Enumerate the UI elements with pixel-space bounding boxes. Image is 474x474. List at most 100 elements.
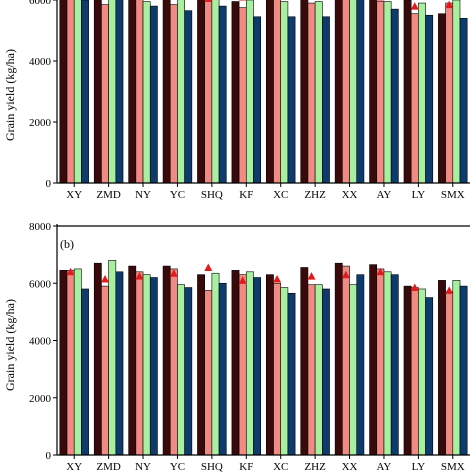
bar-ny-s2	[135, 0, 144, 183]
bar-smx-s3	[452, 0, 461, 183]
bar-yc-s1	[162, 265, 171, 455]
marker-xy	[66, 267, 75, 276]
bar-zhz-s4	[322, 16, 330, 183]
bar-smx-s4	[459, 285, 468, 455]
bar-xy-s2	[66, 270, 75, 455]
y-tick-label: 4000	[29, 336, 52, 348]
x-tick-label: ZHZ	[304, 189, 326, 201]
bar-xx-s2	[342, 0, 350, 183]
bar-xx-s4	[356, 0, 365, 183]
bar-ly-s3	[418, 288, 426, 455]
bar-xy-s1	[59, 270, 68, 455]
x-tick-label: LY	[412, 461, 426, 473]
y-tick-label: 6000	[29, 278, 52, 290]
bar-ny-s4	[149, 277, 158, 455]
bar-yc-s4	[184, 287, 193, 455]
bar-kf-s4	[253, 16, 261, 183]
x-tick-label: NY	[135, 461, 151, 473]
bar-ny-s4	[149, 5, 158, 183]
bar-zmd-s3	[108, 260, 117, 455]
marker-smx	[445, 0, 454, 9]
bar-smx-s1	[438, 280, 446, 455]
y-tick-label: 4000	[29, 56, 52, 68]
bar-ly-s4	[425, 14, 434, 183]
x-tick-label: YC	[170, 189, 185, 201]
bar-xc-s3	[280, 1, 289, 183]
x-tick-label: SMX	[441, 189, 465, 201]
y-tick-label: 2000	[29, 393, 52, 405]
bar-yc-s1	[162, 0, 171, 183]
bar-shq-s4	[218, 282, 227, 455]
bar-ay-s2	[376, 1, 385, 183]
x-tick-label: AY	[377, 189, 392, 201]
marker-shq	[204, 263, 213, 271]
bar-xc-s2	[273, 282, 282, 455]
y-tick-label: 8000	[29, 221, 52, 233]
bar-xx-s2	[342, 265, 350, 455]
bar-yc-s3	[177, 0, 185, 183]
marker-ny	[135, 272, 144, 280]
bar-shq-s1	[197, 274, 205, 455]
bar-ay-s4	[390, 274, 399, 455]
bar-smx-s2	[445, 291, 454, 455]
marker-ly	[410, 2, 419, 10]
marker-shq	[204, 0, 213, 2]
bar-shq-s2	[204, 1, 213, 183]
bar-zmd-s2	[101, 285, 109, 455]
x-tick-label: ZMD	[96, 461, 121, 473]
y-tick-label: 0	[46, 178, 52, 190]
chart-panel-a: Grain yield (kg/ha) XY ZMD NY YC SHQ KF XC ZHZ X…	[3, 0, 470, 201]
bar-xx-s1	[334, 262, 343, 455]
bar-kf-s2	[238, 7, 247, 183]
bars-group	[59, 260, 468, 455]
bar-zhz-s3	[314, 284, 323, 455]
bar-xy-s3	[73, 0, 82, 183]
x-tick-label: XY	[66, 461, 82, 473]
x-tick-label: YC	[170, 461, 185, 473]
x-tick-label: XX	[342, 189, 358, 201]
bar-ay-s2	[376, 268, 385, 455]
marker-ly	[410, 283, 419, 291]
x-tick-label: ZMD	[96, 189, 121, 201]
marker-zmd	[101, 275, 109, 283]
bar-ay-s1	[369, 0, 378, 183]
marker-kf	[238, 276, 247, 284]
bar-ly-s2	[410, 287, 419, 455]
bar-shq-s3	[211, 272, 220, 455]
bars-group	[59, 0, 468, 183]
bar-yc-s2	[169, 4, 178, 183]
bar-xx-s3	[349, 284, 358, 455]
x-tick-label: KF	[239, 461, 253, 473]
marker-kf	[238, 0, 247, 1]
bar-xc-s1	[266, 0, 274, 183]
bar-kf-s2	[238, 274, 247, 455]
bar-zmd-s1	[93, 0, 102, 183]
marker-xx	[341, 270, 350, 279]
x-tick-label: KF	[239, 189, 253, 201]
bar-kf-s1	[231, 1, 240, 183]
bar-ly-s2	[410, 13, 419, 183]
bar-ly-s1	[403, 285, 412, 455]
bar-xc-s1	[266, 274, 274, 455]
x-tick-label: XX	[342, 461, 358, 473]
bar-yc-s2	[169, 268, 178, 455]
bar-kf-s3	[245, 271, 254, 455]
bar-xc-s3	[280, 287, 289, 455]
bar-xy-s4	[81, 288, 89, 455]
bar-xx-s3	[349, 0, 358, 183]
bar-yc-s4	[184, 10, 193, 183]
y-tick-label: 2000	[29, 117, 52, 129]
bar-zmd-s3	[108, 0, 117, 183]
panel-a-y-axis-title: Grain yield (kg/ha)	[3, 49, 17, 141]
bar-zhz-s2	[307, 284, 316, 455]
marker-ay	[376, 0, 385, 1]
bar-ny-s2	[135, 271, 144, 455]
bar-ny-s1	[128, 265, 137, 455]
bar-zhz-s4	[322, 288, 330, 455]
x-tick-label: NY	[135, 189, 151, 201]
panel-b-label: (b)	[60, 237, 74, 251]
bar-kf-s1	[231, 270, 240, 455]
marker-xc	[273, 275, 282, 283]
marker-smx	[445, 286, 454, 294]
bar-kf-s4	[253, 277, 261, 455]
